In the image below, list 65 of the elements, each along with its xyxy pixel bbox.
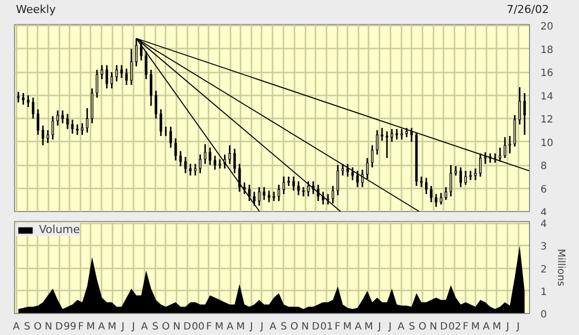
- y-tick-label: 0: [540, 310, 547, 320]
- x-tick-label: S: [408, 322, 416, 332]
- x-tick-label: F: [462, 322, 469, 332]
- x-tick-label: M: [214, 322, 224, 332]
- x-tick-label: N: [44, 322, 52, 332]
- x-tick-label: O: [418, 322, 426, 332]
- x-tick-label: A: [12, 322, 20, 332]
- y-tick-label: 4: [540, 219, 547, 230]
- y-tick-label: 3: [540, 242, 547, 253]
- x-tick-label: M: [364, 322, 374, 332]
- x-tick-label: 02: [448, 322, 462, 332]
- x-tick-label: D: [440, 322, 448, 332]
- x-tick-label: 99: [64, 322, 76, 332]
- x-tick-label: F: [206, 322, 212, 332]
- y-tick-label: 8: [540, 161, 547, 172]
- x-tick-label: N: [301, 322, 309, 332]
- y-tick-label: 6: [540, 184, 547, 196]
- y-tick-label: 10: [540, 138, 554, 149]
- y-tick-label: 12: [540, 114, 554, 126]
- x-tick-label: S: [24, 322, 30, 332]
- x-tick-label: F: [78, 322, 84, 332]
- x-tick-label: J: [131, 322, 135, 332]
- x-tick-label: D: [183, 322, 192, 332]
- x-tick-label: 00: [192, 322, 204, 332]
- x-tick-label: M: [236, 322, 245, 332]
- y-tick-label: 18: [540, 44, 554, 56]
- x-tick-label: A: [269, 322, 276, 332]
- x-tick-label: M: [471, 322, 480, 332]
- x-tick-label: A: [140, 322, 148, 332]
- x-tick-label: S: [152, 322, 158, 332]
- x-tick-label: M: [108, 322, 116, 332]
- x-tick-label: D: [55, 322, 64, 332]
- x-tick-label: M: [342, 322, 352, 332]
- x-tick-label: A: [98, 322, 106, 332]
- x-tick-label: J: [505, 322, 510, 332]
- y-tick-label: 16: [540, 68, 554, 80]
- x-tick-label: F: [334, 322, 341, 332]
- x-tick-label: S: [280, 322, 287, 332]
- x-tick-label: A: [226, 322, 234, 332]
- x-tick-label: 01: [320, 322, 333, 332]
- x-tick-label: M: [492, 322, 502, 332]
- x-tick-label: A: [482, 322, 490, 332]
- chart-title: Weekly: [16, 2, 56, 18]
- x-tick-label: O: [162, 322, 170, 332]
- x-tick-label: J: [377, 322, 382, 332]
- y-tick-label: 2: [540, 264, 547, 276]
- x-tick-label: M: [86, 322, 96, 332]
- x-tick-label: J: [260, 322, 264, 332]
- x-tick-label: D: [312, 322, 320, 332]
- text: 7/26/02: [506, 2, 549, 18]
- y-tick-label: 1: [540, 286, 547, 298]
- x-tick-label: N: [430, 322, 438, 332]
- x-tick-label: J: [120, 322, 124, 332]
- y-tick-label: 14: [540, 91, 554, 102]
- x-tick-label: O: [290, 322, 298, 332]
- x-tick-label: J: [516, 322, 520, 332]
- x-tick-label: J: [388, 322, 392, 332]
- y-axis-title: Millions: [554, 248, 566, 286]
- x-tick-label: J: [248, 322, 253, 332]
- x-tick-label: N: [172, 322, 180, 332]
- y-tick-label: 20: [540, 22, 554, 33]
- x-tick-label: A: [354, 322, 362, 332]
- x-tick-label: A: [398, 322, 405, 332]
- x-tick-label: O: [34, 322, 42, 332]
- legend-label: Volume: [39, 223, 80, 236]
